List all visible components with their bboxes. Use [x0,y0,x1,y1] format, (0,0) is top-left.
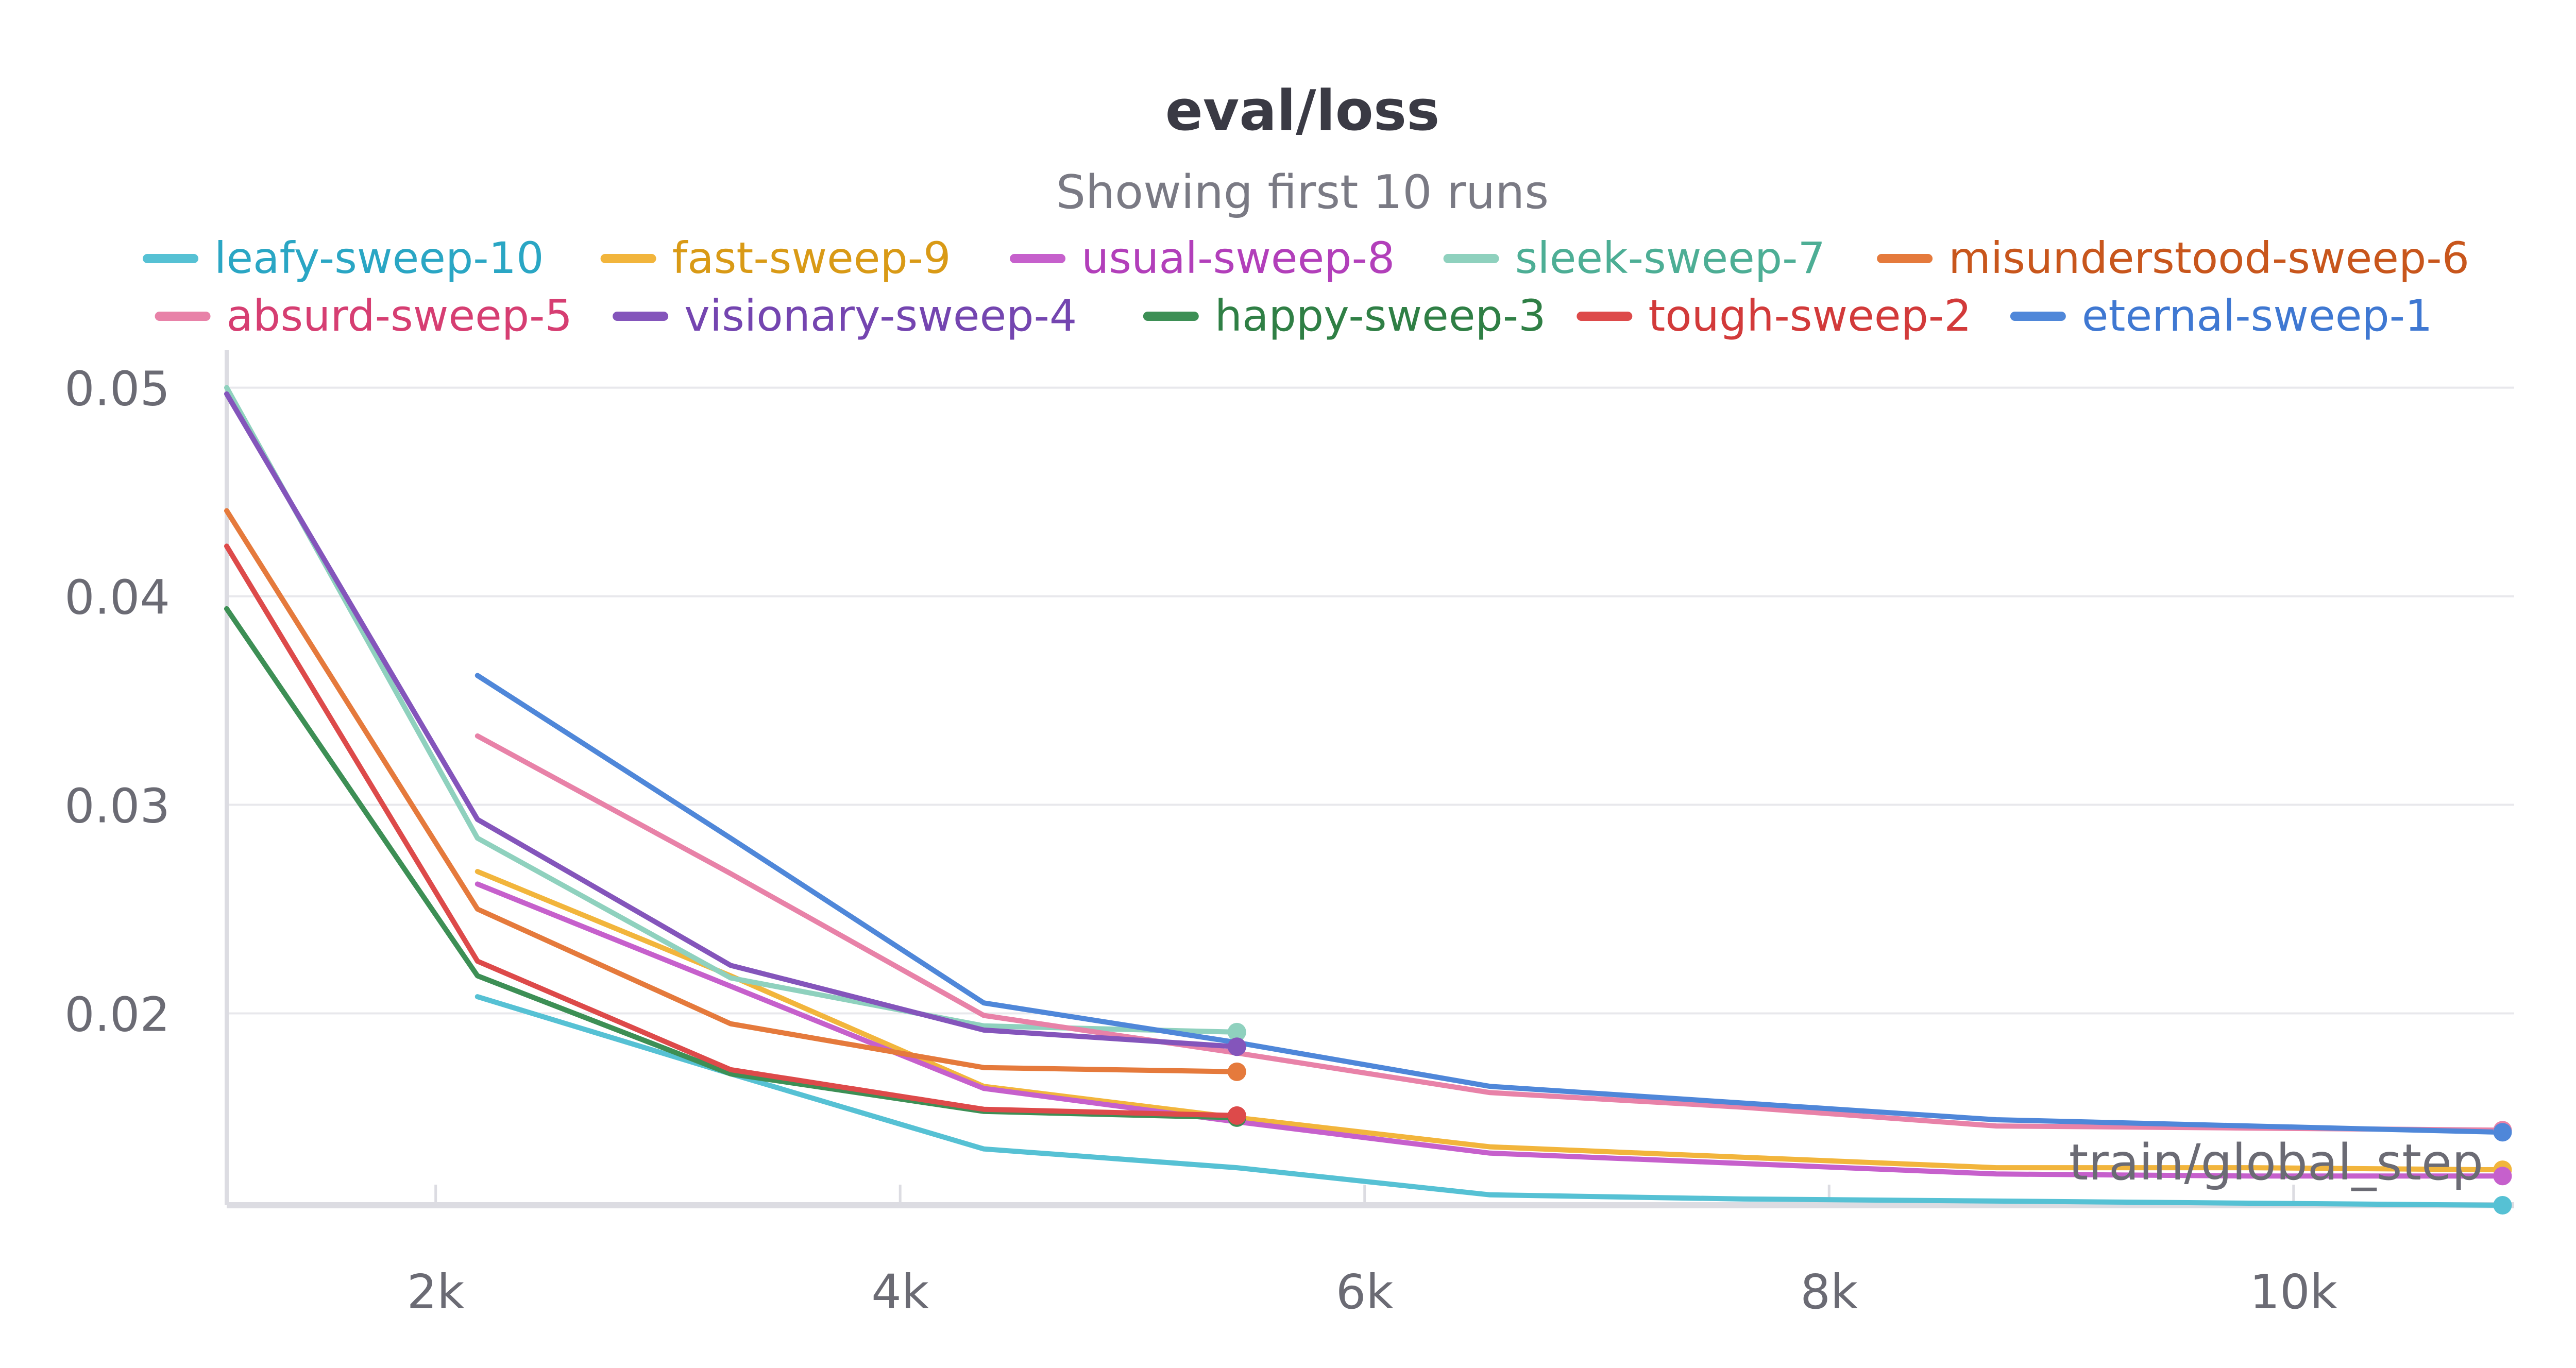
series-endpoint-eternal-sweep-1[interactable] [2493,1123,2512,1142]
series-endpoints [1227,1022,2512,1215]
legend-item[interactable]: absurd-sweep-5 [155,290,572,341]
x-tick-label: 10k [2250,1264,2338,1320]
legend-label: absurd-sweep-5 [227,290,572,341]
legend-item[interactable]: misunderstood-sweep-6 [1877,233,2469,283]
legend-item[interactable]: eternal-sweep-1 [2010,290,2433,341]
y-tick-label: 0.03 [64,779,170,834]
series-endpoint-misunderstood-sweep-6[interactable] [1227,1062,1246,1081]
axes [225,350,2514,1208]
legend-label: misunderstood-sweep-6 [1948,233,2469,283]
y-axis-ticks: 0.02 0.03 0.04 0.05 [64,362,170,1042]
series-line-eternal-sweep-1[interactable] [474,673,2505,1135]
legend-item[interactable]: leafy-sweep-10 [143,233,544,283]
series-line-fast-sweep-9[interactable] [474,869,2505,1173]
series-line-tough-sweep-2[interactable] [224,543,1240,1118]
legend-label: tough-sweep-2 [1648,290,1971,341]
chart-title: eval/loss [1165,79,1440,143]
series-line-absurd-sweep-5[interactable] [474,733,2505,1133]
series-line-misunderstood-sweep-6[interactable] [224,508,1240,1074]
series-line-visionary-sweep-4[interactable] [224,391,1240,1050]
series-line-usual-sweep-8[interactable] [474,881,2505,1179]
legend-item[interactable]: visionary-sweep-4 [613,290,1077,341]
series-line-sleek-sweep-7[interactable] [224,385,1240,1035]
series-endpoint-visionary-sweep-4[interactable] [1227,1037,1246,1056]
series-endpoint-tough-sweep-2[interactable] [1227,1106,1246,1125]
legend-label: fast-sweep-9 [672,233,951,283]
x-axis-label: train/global_step [2069,1134,2483,1191]
legend: leafy-sweep-10 fast-sweep-9 usual-sweep-8 s… [143,233,2469,341]
legend-item[interactable]: sleek-sweep-7 [1443,233,1825,283]
y-tick-label: 0.02 [64,987,170,1042]
series-lines [224,385,2505,1208]
legend-label: happy-sweep-3 [1215,290,1546,341]
legend-item[interactable]: fast-sweep-9 [600,233,951,283]
x-tick-label: 2k [407,1264,465,1320]
chart-subtitle: Showing first 10 runs [1056,165,1549,219]
legend-label: visionary-sweep-4 [684,290,1077,341]
series-endpoint-usual-sweep-8[interactable] [2493,1167,2512,1186]
x-tick-label: 6k [1336,1264,1394,1320]
legend-label: sleek-sweep-7 [1515,233,1825,283]
series-endpoint-leafy-sweep-10[interactable] [2493,1196,2512,1215]
legend-label: usual-sweep-8 [1081,233,1395,283]
y-tick-label: 0.05 [64,362,170,417]
legend-item[interactable]: usual-sweep-8 [1010,233,1395,283]
series-line-leafy-sweep-10[interactable] [474,994,2505,1208]
y-tick-label: 0.04 [64,570,170,625]
legend-item[interactable]: tough-sweep-2 [1577,290,1972,341]
legend-item[interactable]: happy-sweep-3 [1143,290,1546,341]
x-tick-label: 4k [871,1264,929,1320]
series-endpoint-sleek-sweep-7[interactable] [1227,1022,1246,1041]
legend-label: leafy-sweep-10 [214,233,544,283]
series-line-happy-sweep-3[interactable] [224,606,1240,1120]
legend-label: eternal-sweep-1 [2082,290,2433,341]
x-tick-label: 8k [1800,1264,1858,1320]
x-axis-ticks: 2k 4k 6k 8k 10k [407,1185,2338,1320]
